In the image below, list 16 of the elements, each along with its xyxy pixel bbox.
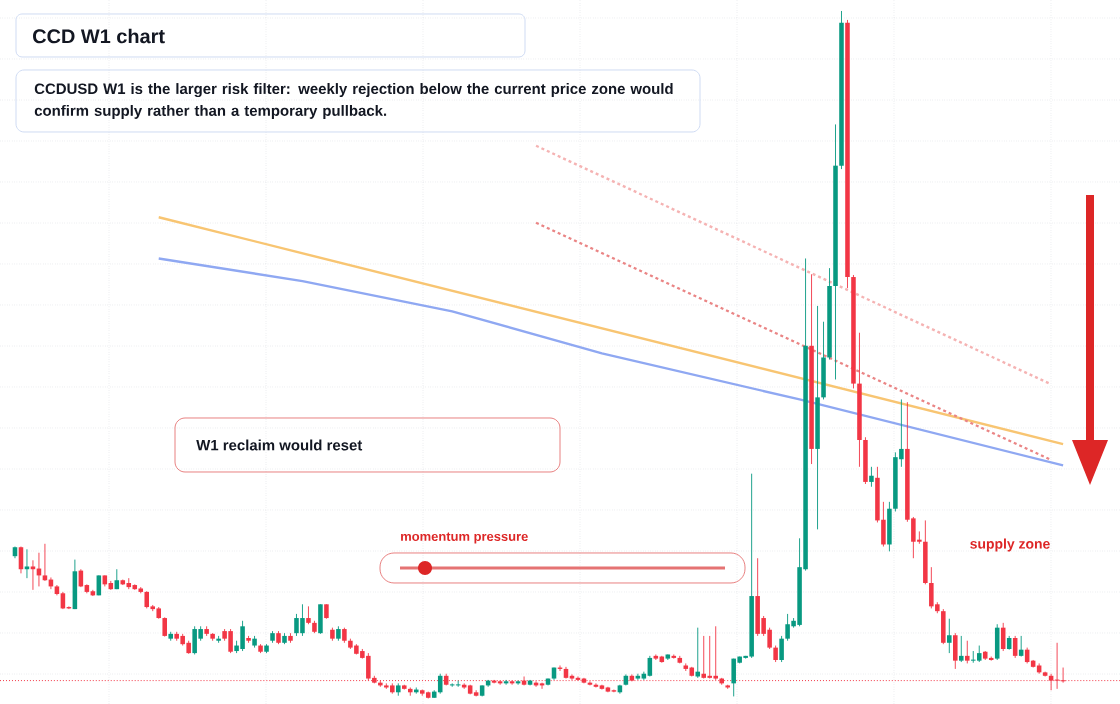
candlestick	[959, 635, 964, 663]
candlestick	[30, 559, 36, 591]
candlestick	[635, 673, 641, 681]
candlestick	[42, 543, 48, 582]
candlestick	[869, 466, 874, 488]
candlestick	[24, 548, 30, 579]
annotation: W1 reclaim would reset	[196, 439, 363, 451]
candlestick	[695, 627, 701, 679]
annotation: momentum pressure	[401, 532, 528, 544]
candlestick	[947, 618, 952, 654]
candlestick	[779, 635, 784, 663]
annotation: CCDUSD W1 is the larger risk filter: weekly rejection below the current price zone would confirm supply rather than a temporary pullback.	[34, 83, 673, 119]
text: CCD W1 chart	[33, 28, 165, 44]
candlestick	[162, 616, 167, 638]
annotation: supply zone	[970, 538, 1050, 552]
candlestick	[964, 640, 970, 664]
